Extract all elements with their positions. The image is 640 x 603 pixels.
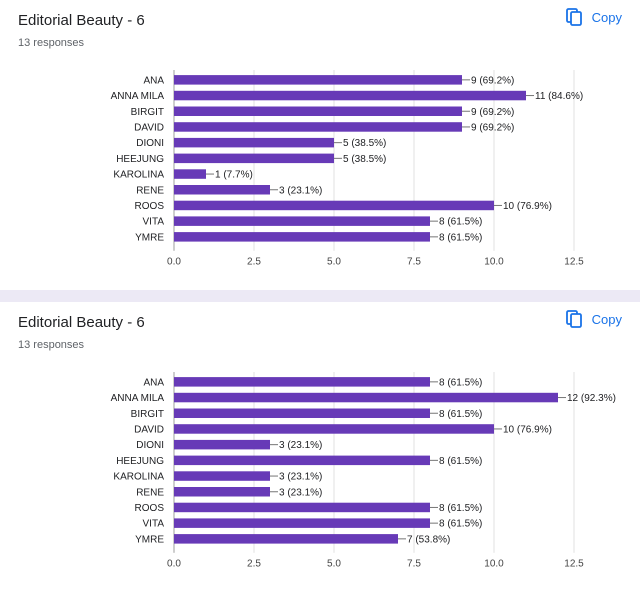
bar bbox=[174, 232, 430, 242]
data-label: 8 (61.5%) bbox=[439, 217, 482, 228]
category-label: DIONI bbox=[136, 138, 164, 149]
bar-chart: ANA 8 (61.5%) ANNA MILA 12 (92.3%) BIRGIT 8 (… bbox=[111, 372, 616, 570]
bar bbox=[174, 377, 430, 387]
x-tick-label: 2.5 bbox=[247, 257, 261, 268]
category-label: ROOS bbox=[135, 201, 165, 212]
data-label: 10 (76.9%) bbox=[503, 201, 552, 212]
bar bbox=[174, 534, 398, 544]
category-label: ANA bbox=[143, 75, 164, 86]
card-title: Editorial Beauty - 6 bbox=[18, 314, 145, 331]
category-label: VITA bbox=[143, 217, 165, 228]
data-label: 8 (61.5%) bbox=[439, 409, 482, 420]
bar bbox=[174, 455, 430, 466]
bar bbox=[174, 216, 430, 226]
copy-label: Copy bbox=[591, 9, 622, 25]
bar bbox=[174, 518, 430, 528]
copy-label: Copy bbox=[591, 311, 622, 327]
bar bbox=[174, 169, 206, 179]
x-tick-label: 10.0 bbox=[484, 559, 504, 570]
data-label: 9 (69.2%) bbox=[471, 107, 514, 118]
category-label: VITA bbox=[143, 519, 165, 530]
card-title: Editorial Beauty - 6 bbox=[18, 12, 145, 29]
bar bbox=[174, 153, 334, 164]
category-label: ANNA MILA bbox=[111, 91, 165, 102]
data-label: 9 (69.2%) bbox=[471, 75, 514, 86]
copy-icon bbox=[565, 8, 582, 26]
category-label: BIRGIT bbox=[131, 409, 164, 420]
x-tick-label: 12.5 bbox=[564, 257, 584, 268]
x-tick-label: 0.0 bbox=[167, 559, 181, 570]
copy-button[interactable]: Copy bbox=[565, 310, 622, 328]
category-label: ROOS bbox=[135, 503, 165, 514]
bar bbox=[174, 200, 494, 211]
category-label: DAVID bbox=[134, 122, 164, 133]
x-tick-label: 10.0 bbox=[484, 257, 504, 268]
data-label: 1 (7.7%) bbox=[215, 170, 253, 181]
x-tick-label: 5.0 bbox=[327, 257, 341, 268]
category-label: YMRE bbox=[135, 534, 164, 545]
data-label: 3 (23.1%) bbox=[279, 440, 322, 451]
data-label: 11 (84.6%) bbox=[535, 91, 583, 102]
category-label: ANA bbox=[143, 377, 164, 388]
x-tick-label: 7.5 bbox=[407, 559, 421, 570]
bar bbox=[174, 137, 334, 148]
data-label: 5 (38.5%) bbox=[343, 138, 386, 149]
category-label: HEEJUNG bbox=[116, 154, 164, 165]
x-tick-label: 5.0 bbox=[327, 559, 341, 570]
category-label: ANNA MILA bbox=[111, 393, 165, 404]
category-label: KAROLINA bbox=[113, 170, 164, 181]
category-label: RENE bbox=[136, 487, 164, 498]
data-label: 3 (23.1%) bbox=[279, 472, 322, 483]
bar bbox=[174, 502, 430, 513]
x-tick-label: 0.0 bbox=[167, 257, 181, 268]
data-label: 7 (53.8%) bbox=[407, 534, 450, 545]
category-label: KAROLINA bbox=[113, 472, 164, 483]
data-label: 10 (76.9%) bbox=[503, 424, 552, 435]
data-label: 8 (61.5%) bbox=[439, 377, 482, 388]
category-label: RENE bbox=[136, 185, 164, 196]
x-tick-label: 12.5 bbox=[564, 559, 584, 570]
category-label: BIRGIT bbox=[131, 107, 164, 118]
data-label: 9 (69.2%) bbox=[471, 122, 514, 133]
category-label: DIONI bbox=[136, 440, 164, 451]
x-tick-label: 2.5 bbox=[247, 559, 261, 570]
chart-card: Editorial Beauty - 6 13 responses Copy A… bbox=[0, 0, 640, 290]
bar bbox=[174, 471, 270, 481]
bar bbox=[174, 185, 270, 195]
copy-button[interactable]: Copy bbox=[565, 8, 622, 26]
x-tick-label: 7.5 bbox=[407, 257, 421, 268]
data-label: 3 (23.1%) bbox=[279, 185, 322, 196]
bar bbox=[174, 122, 462, 132]
bar bbox=[174, 424, 494, 434]
bar bbox=[174, 75, 462, 85]
category-label: HEEJUNG bbox=[116, 456, 164, 467]
category-label: DAVID bbox=[134, 424, 164, 435]
bar bbox=[174, 408, 430, 418]
data-label: 8 (61.5%) bbox=[439, 503, 482, 514]
data-label: 8 (61.5%) bbox=[439, 519, 482, 530]
bar-chart: ANA 9 (69.2%) ANNA MILA 11 (84.6%) BIRGIT 9 (… bbox=[111, 70, 584, 268]
data-label: 5 (38.5%) bbox=[343, 154, 386, 165]
data-label: 3 (23.1%) bbox=[279, 487, 322, 498]
response-count: 13 responses bbox=[18, 37, 85, 49]
copy-icon bbox=[565, 310, 582, 328]
data-label: 12 (92.3%) bbox=[567, 393, 616, 404]
data-label: 8 (61.5%) bbox=[439, 232, 482, 243]
bar bbox=[174, 392, 558, 403]
bar bbox=[174, 439, 270, 450]
bar bbox=[174, 487, 270, 497]
response-count: 13 responses bbox=[18, 339, 85, 351]
data-label: 8 (61.5%) bbox=[439, 456, 482, 467]
bar bbox=[174, 106, 462, 116]
chart-card: Editorial Beauty - 6 13 responses Copy A… bbox=[0, 302, 640, 603]
category-label: YMRE bbox=[135, 232, 164, 243]
bar bbox=[174, 90, 526, 101]
